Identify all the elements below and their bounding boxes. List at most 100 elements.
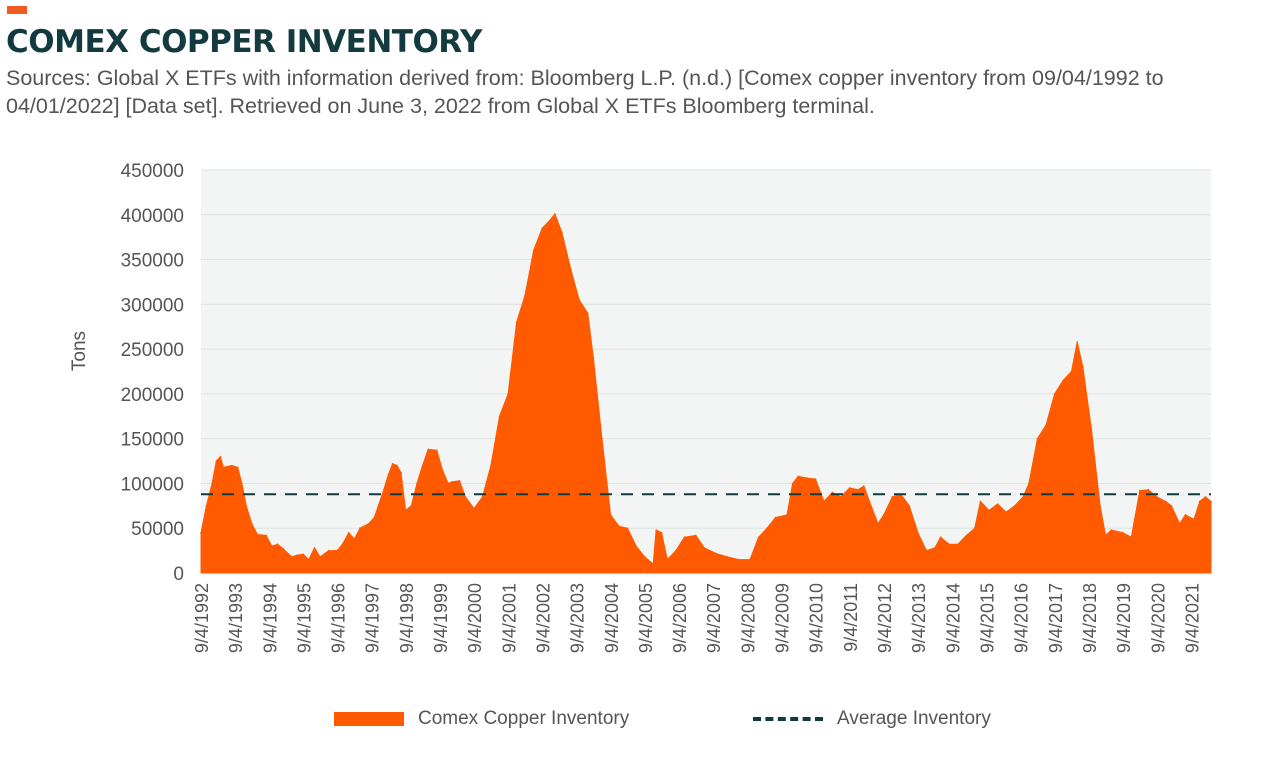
inventory-point — [863, 485, 865, 487]
x-tick-label: 9/4/2018 — [1080, 583, 1100, 653]
inventory-point — [256, 533, 259, 536]
inventory-point — [296, 554, 299, 556]
inventory-point — [917, 531, 919, 534]
inventory-point — [387, 473, 390, 476]
inventory-point — [1053, 393, 1056, 395]
inventory-point — [290, 556, 293, 558]
inventory-point — [587, 312, 589, 315]
inventory-point — [1022, 496, 1024, 498]
inventory-point — [1076, 341, 1078, 343]
y-tick-label: 450000 — [121, 161, 184, 182]
inventory-point — [549, 218, 552, 221]
inventory-point — [382, 491, 384, 494]
inventory-point — [282, 548, 285, 550]
inventory-point — [219, 455, 222, 458]
inventory-point — [245, 505, 248, 507]
inventory-point — [347, 531, 350, 534]
inventory-point — [797, 475, 799, 478]
inventory-point — [749, 558, 751, 561]
inventory-point — [791, 482, 794, 485]
inventory-point — [806, 477, 808, 479]
inventory-point — [601, 437, 603, 440]
inventory-point — [840, 496, 842, 498]
inventory-point — [336, 549, 339, 552]
inventory-area — [200, 213, 1212, 574]
inventory-point — [251, 522, 253, 525]
inventory-point — [726, 556, 729, 558]
inventory-point — [868, 500, 871, 503]
inventory-point — [877, 522, 879, 525]
inventory-point — [271, 545, 273, 547]
accent-bar — [7, 6, 27, 14]
x-tick-label: 9/4/2010 — [807, 583, 827, 653]
x-tick-label: 9/4/2001 — [499, 583, 519, 653]
inventory-point — [857, 488, 859, 491]
inventory-point — [396, 464, 398, 467]
inventory-point — [1178, 522, 1181, 525]
legend: Comex Copper Inventory Average Inventory — [0, 708, 1280, 734]
inventory-point — [241, 482, 243, 485]
inventory-point — [447, 482, 450, 485]
y-tick-label: 50000 — [131, 519, 184, 540]
x-tick-label: 9/4/2002 — [533, 583, 553, 653]
x-tick-label: 9/4/1999 — [431, 583, 451, 653]
inventory-point — [948, 543, 950, 546]
inventory-point — [416, 482, 418, 485]
inventory-point — [222, 466, 225, 469]
inventory-point — [215, 460, 218, 462]
inventory-point — [541, 227, 543, 229]
inventory-point — [451, 480, 454, 483]
x-tick-label: 9/4/2021 — [1182, 583, 1202, 653]
inventory-point — [1164, 500, 1167, 503]
inventory-point — [703, 547, 706, 549]
inventory-point — [1013, 505, 1016, 507]
inventory-point — [848, 487, 851, 489]
inventory-point — [391, 462, 394, 465]
inventory-point — [404, 509, 407, 512]
x-tick-label: 9/4/2007 — [704, 583, 724, 653]
y-tick-label: 200000 — [121, 385, 184, 406]
x-tick-label: 9/4/1997 — [363, 583, 383, 653]
x-tick-label: 9/4/1994 — [260, 583, 280, 653]
x-tick-label: 9/4/1993 — [226, 583, 246, 653]
x-tick-label: 9/4/2005 — [636, 583, 656, 653]
inventory-point — [427, 448, 430, 451]
inventory-point — [421, 464, 424, 467]
legend-item-inventory: Comex Copper Inventory — [334, 708, 629, 730]
inventory-point — [498, 415, 501, 418]
chart-title: COMEX COPPER INVENTORY — [6, 24, 482, 60]
y-tick-label: 400000 — [121, 206, 184, 227]
inventory-point — [1139, 489, 1141, 492]
legend-label-average: Average Inventory — [837, 708, 991, 729]
inventory-point — [319, 556, 321, 558]
x-tick-label: 9/4/2011 — [841, 583, 861, 652]
inventory-point — [1204, 496, 1207, 498]
inventory-point — [823, 500, 825, 503]
inventory-point — [515, 321, 518, 324]
inventory-point — [1110, 529, 1113, 531]
inventory-point — [996, 503, 999, 505]
inventory-point — [774, 516, 777, 519]
inventory-point — [231, 464, 233, 467]
inventory-point — [979, 500, 982, 503]
inventory-point — [441, 469, 444, 471]
inventory-point — [1122, 531, 1124, 534]
inventory-point — [655, 529, 657, 531]
x-tick-label: 9/4/2019 — [1114, 583, 1134, 653]
inventory-point — [464, 496, 467, 498]
y-axis-label: Tons — [69, 331, 90, 371]
x-tick-label: 9/4/2004 — [602, 583, 622, 653]
x-tick-label: 9/4/2003 — [568, 583, 588, 653]
inventory-point — [939, 536, 942, 538]
inventory-point — [695, 534, 697, 537]
inventory-point — [831, 491, 834, 494]
y-tick-label: 350000 — [121, 251, 184, 272]
inventory-point — [1028, 482, 1030, 485]
inventory-point — [436, 449, 438, 452]
inventory-point — [957, 543, 959, 546]
legend-swatch-dashed — [753, 717, 823, 721]
inventory-point — [211, 482, 213, 485]
inventory-point — [1104, 534, 1107, 537]
x-tick-label: 9/4/1998 — [397, 583, 417, 653]
